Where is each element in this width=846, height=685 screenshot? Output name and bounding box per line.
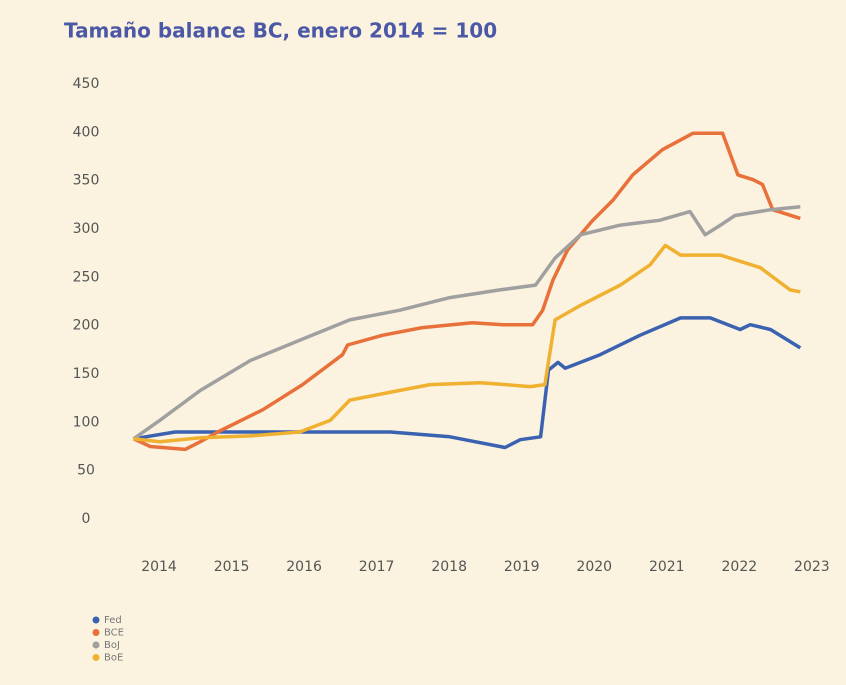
- series-line: [133, 316, 802, 450]
- legend-swatch: [92, 641, 100, 649]
- legend-label: BoJ: [104, 640, 120, 651]
- y-tick-label: 400: [73, 124, 100, 140]
- y-tick-label: 250: [73, 269, 100, 285]
- y-tick-label: 150: [73, 366, 100, 382]
- chart-title: Tamaño balance BC, enero 2014 = 100: [64, 19, 497, 43]
- x-tick-label: 2019: [504, 559, 540, 575]
- legend-swatch: [92, 629, 100, 636]
- y-tick-label: 0: [82, 511, 91, 527]
- legend-label: BoE: [104, 653, 123, 664]
- x-tick-label: 2023: [794, 559, 830, 575]
- x-tick-label: 2017: [359, 559, 395, 575]
- y-tick-label: 200: [73, 318, 100, 334]
- legend-label: Fed: [104, 615, 122, 626]
- y-tick-label: 450: [73, 76, 100, 92]
- y-tick-label: 350: [73, 173, 100, 189]
- x-tick-label: 2016: [286, 559, 322, 575]
- y-tick-label: 50: [77, 463, 95, 479]
- x-tick-label: 2015: [214, 559, 250, 575]
- x-tick-label: 2014: [141, 559, 177, 575]
- series-line: [132, 131, 801, 452]
- x-tick-label: 2022: [722, 559, 758, 575]
- y-tick-label: 100: [73, 414, 100, 430]
- legend-swatch: [92, 654, 100, 661]
- y-tick-label: 300: [73, 221, 100, 237]
- legend-swatch: [92, 616, 100, 624]
- legend-label: BCE: [104, 628, 124, 639]
- x-tick-label: 2018: [431, 559, 467, 575]
- series-line: [133, 243, 801, 444]
- x-tick-label: 2020: [576, 559, 612, 575]
- series-line: [132, 205, 801, 441]
- x-tick-label: 2021: [649, 559, 685, 575]
